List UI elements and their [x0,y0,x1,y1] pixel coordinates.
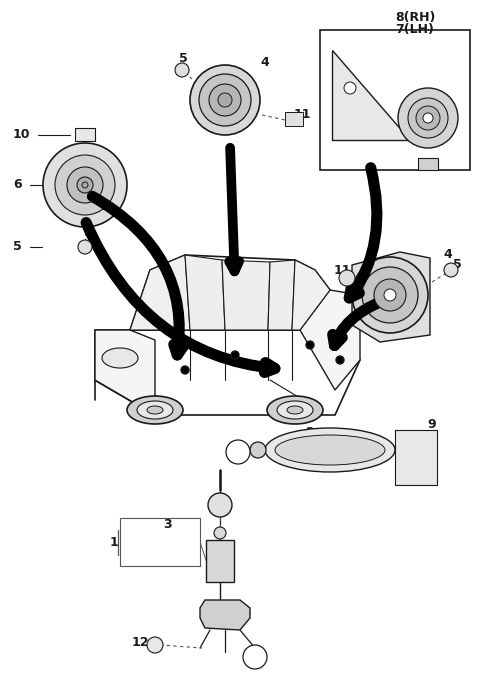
Polygon shape [130,255,330,330]
Circle shape [362,267,418,323]
Circle shape [55,155,115,215]
Polygon shape [332,50,410,140]
Polygon shape [200,82,215,118]
Circle shape [226,440,250,464]
Text: 4: 4 [444,249,452,262]
Circle shape [218,93,232,107]
Circle shape [175,63,189,77]
Ellipse shape [267,396,323,424]
Text: 7(LH): 7(LH) [396,24,434,37]
Polygon shape [95,330,360,415]
Circle shape [243,645,267,669]
Ellipse shape [147,406,163,414]
Circle shape [67,167,103,203]
Bar [320,30,470,170]
Circle shape [82,182,88,188]
Bar [120,518,200,566]
Text: A: A [235,447,241,457]
Text: 11: 11 [293,109,311,122]
Circle shape [339,270,355,286]
Polygon shape [268,260,295,330]
Polygon shape [130,255,190,330]
Ellipse shape [102,348,138,368]
Circle shape [408,98,448,138]
Circle shape [444,263,458,277]
Polygon shape [352,252,430,342]
Circle shape [231,351,239,359]
Text: 6: 6 [13,178,22,191]
Circle shape [250,442,266,458]
Circle shape [416,106,440,130]
Circle shape [344,82,356,94]
Circle shape [190,65,260,135]
Circle shape [181,366,189,374]
Circle shape [423,113,433,123]
Ellipse shape [265,428,395,472]
Polygon shape [222,260,270,330]
Ellipse shape [127,396,183,424]
Circle shape [384,289,396,301]
Polygon shape [292,260,330,330]
Ellipse shape [277,401,313,419]
Text: 11: 11 [333,264,351,276]
Bar [418,158,438,170]
Bar [395,430,437,485]
Polygon shape [185,255,225,330]
Circle shape [398,88,458,148]
Text: 2: 2 [306,425,314,439]
Text: 8(RH): 8(RH) [395,11,435,24]
Text: 5: 5 [13,241,22,254]
Text: 10: 10 [12,128,30,141]
Circle shape [352,257,428,333]
Circle shape [306,341,314,349]
Text: 5: 5 [179,51,187,64]
Text: 12: 12 [131,635,149,648]
Circle shape [77,177,93,193]
Circle shape [336,356,344,364]
Text: A: A [252,652,258,662]
Circle shape [374,279,406,311]
Circle shape [78,240,92,254]
Bar [206,540,234,582]
Bar [75,128,95,141]
Ellipse shape [275,435,385,465]
Text: 4: 4 [261,55,269,68]
Text: 1: 1 [109,535,118,548]
Circle shape [209,84,241,116]
Text: 5: 5 [453,258,462,272]
Polygon shape [300,290,360,390]
Circle shape [208,493,232,517]
Circle shape [43,143,127,227]
Text: 3: 3 [164,518,172,531]
Circle shape [214,527,226,539]
Polygon shape [95,330,155,415]
Polygon shape [200,600,250,630]
Ellipse shape [137,401,173,419]
Text: 9: 9 [428,418,436,431]
Circle shape [147,637,163,653]
Bar [285,112,303,126]
Ellipse shape [287,406,303,414]
Circle shape [199,74,251,126]
